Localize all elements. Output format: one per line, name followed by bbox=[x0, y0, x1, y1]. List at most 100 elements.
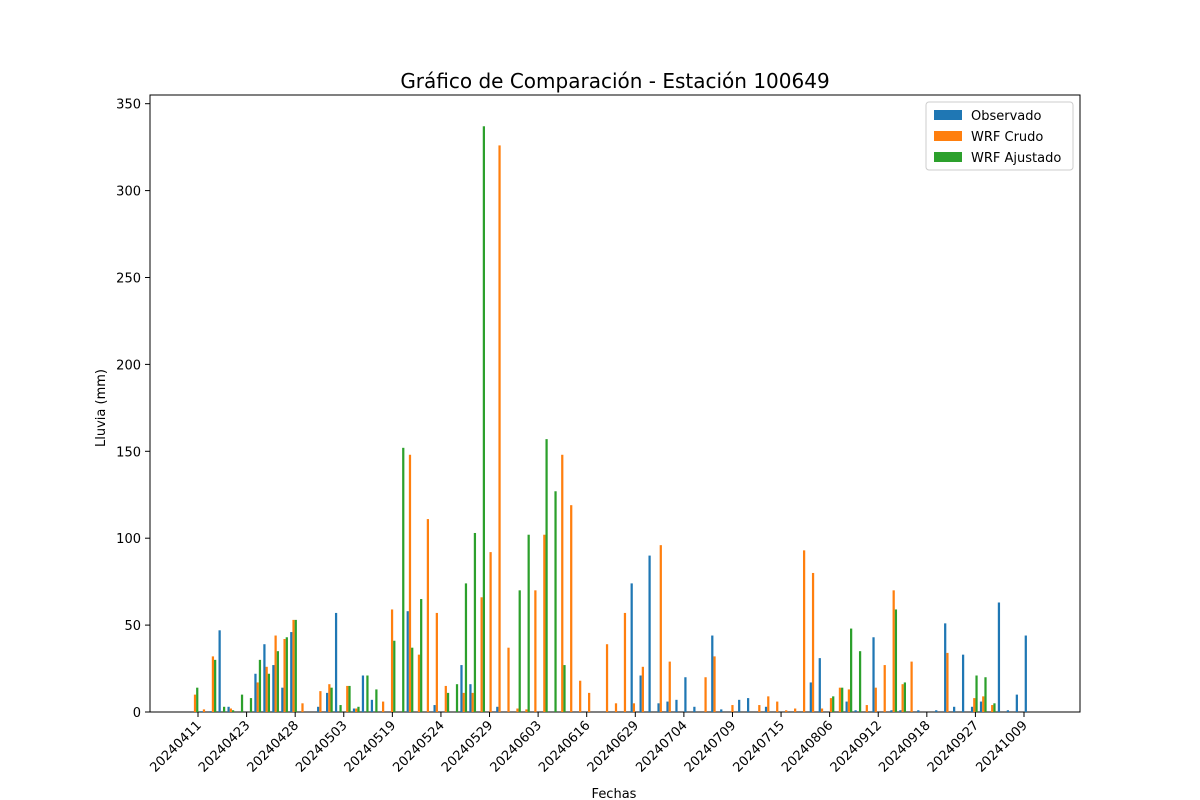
x-tick-label: 20241009 bbox=[973, 718, 1030, 775]
bar-wrf-crudo bbox=[543, 534, 546, 712]
bar-wrf-crudo bbox=[982, 696, 985, 712]
bar-wrf-crudo bbox=[301, 703, 304, 712]
legend-swatch bbox=[934, 152, 962, 162]
x-tick-label: 20240927 bbox=[925, 718, 982, 775]
bar-wrf-crudo bbox=[641, 666, 644, 712]
x-tick-label: 20240529 bbox=[439, 718, 496, 775]
y-tick-label: 100 bbox=[116, 532, 141, 547]
bar-observado bbox=[747, 698, 750, 712]
bar-observado bbox=[648, 555, 651, 712]
bar-wrf-ajustado bbox=[975, 675, 978, 712]
bar-observado bbox=[854, 710, 857, 712]
bar-wrf-crudo bbox=[892, 590, 895, 712]
legend: Observado WRF Crudo WRF Ajustado bbox=[925, 101, 1074, 171]
bar-observado bbox=[406, 611, 409, 712]
bar-wrf-crudo bbox=[534, 590, 537, 712]
x-tick-label: 20240715 bbox=[730, 718, 787, 775]
bar-wrf-ajustado bbox=[402, 447, 405, 712]
bar-wrf-crudo bbox=[193, 694, 197, 712]
bar-wrf-crudo bbox=[292, 619, 295, 712]
bar-wrf-crudo bbox=[847, 689, 851, 712]
bar-wrf-ajustado bbox=[393, 640, 396, 712]
y-tick-label: 0 bbox=[133, 706, 141, 721]
bar-wrf-crudo bbox=[991, 705, 994, 712]
bar-observado bbox=[200, 711, 203, 712]
x-tick-label: 20240524 bbox=[390, 718, 447, 775]
bar-wrf-crudo bbox=[202, 709, 206, 712]
x-tick-label: 20240411 bbox=[147, 718, 204, 775]
bar-wrf-crudo bbox=[480, 597, 483, 712]
bar-wrf-crudo bbox=[516, 708, 519, 712]
bars-group bbox=[193, 126, 1027, 712]
y-tick-label: 50 bbox=[124, 619, 141, 634]
bar-observado bbox=[370, 699, 374, 712]
bar-wrf-ajustado bbox=[850, 628, 853, 712]
legend-box bbox=[925, 101, 1074, 171]
bar-observado bbox=[720, 709, 723, 712]
bar-wrf-crudo bbox=[229, 708, 232, 712]
x-tick-label: 20240423 bbox=[196, 718, 253, 775]
bar-wrf-ajustado bbox=[420, 599, 423, 712]
legend-swatch bbox=[934, 131, 962, 141]
bar-observado bbox=[961, 654, 965, 712]
y-tick-label: 150 bbox=[116, 445, 141, 460]
bar-wrf-crudo bbox=[408, 454, 412, 712]
bar-wrf-crudo bbox=[579, 680, 582, 712]
bar-observado bbox=[666, 701, 669, 712]
bar-wrf-ajustado bbox=[473, 532, 477, 712]
bar-wrf-crudo bbox=[426, 519, 430, 712]
y-ticks-group: 0 50 100 150 200 250 300 350 bbox=[116, 98, 150, 721]
bar-observado bbox=[935, 710, 938, 712]
bar-wrf-crudo bbox=[946, 652, 949, 712]
bar-wrf-ajustado bbox=[375, 689, 378, 712]
bar-wrf-crudo bbox=[588, 692, 591, 712]
bar-observado bbox=[1015, 694, 1018, 712]
bar-observado bbox=[272, 665, 275, 712]
bar-wrf-crudo bbox=[346, 685, 349, 712]
bar-observado bbox=[630, 583, 633, 712]
bar-wrf-crudo bbox=[838, 687, 842, 712]
bar-wrf-crudo bbox=[390, 609, 394, 712]
bar-observado bbox=[693, 706, 696, 712]
bar-observado bbox=[845, 701, 848, 712]
bar-observado bbox=[317, 706, 320, 712]
bar-observado bbox=[684, 677, 687, 712]
bar-wrf-ajustado bbox=[446, 692, 450, 712]
bar-wrf-crudo bbox=[507, 647, 510, 712]
bar-wrf-crudo bbox=[785, 710, 788, 712]
bar-observado bbox=[872, 637, 875, 712]
bar-observado bbox=[818, 658, 821, 712]
x-tick-label: 20240704 bbox=[633, 718, 690, 775]
bar-wrf-crudo bbox=[794, 708, 797, 712]
bar-wrf-crudo bbox=[704, 677, 707, 712]
bar-wrf-crudo bbox=[381, 701, 385, 712]
bar-wrf-ajustado bbox=[554, 491, 557, 712]
x-tick-label: 20240503 bbox=[293, 718, 350, 775]
bar-wrf-crudo bbox=[713, 656, 716, 712]
bar-wrf-ajustado bbox=[482, 126, 485, 712]
legend-entry: WRF Crudo bbox=[971, 130, 1043, 145]
bar-wrf-ajustado bbox=[196, 687, 199, 712]
x-tick-label: 20240806 bbox=[779, 718, 836, 775]
bar-wrf-ajustado bbox=[357, 706, 360, 712]
bar-wrf-crudo bbox=[605, 644, 609, 712]
bar-observado bbox=[639, 675, 642, 712]
bar-wrf-crudo bbox=[811, 572, 815, 712]
bar-observado bbox=[290, 632, 293, 712]
bar-wrf-crudo bbox=[256, 682, 259, 712]
bar-observado bbox=[979, 701, 983, 712]
bar-observado bbox=[657, 703, 660, 712]
bar-wrf-ajustado bbox=[545, 439, 548, 712]
bar-wrf-crudo bbox=[561, 454, 564, 712]
bar-wrf-ajustado bbox=[231, 710, 235, 712]
bar-wrf-ajustado bbox=[984, 677, 987, 712]
bar-wrf-crudo bbox=[731, 705, 734, 712]
bar-wrf-ajustado bbox=[411, 647, 414, 712]
bar-wrf-crudo bbox=[471, 692, 474, 712]
x-axis-label: Fechas bbox=[592, 787, 637, 800]
bar-wrf-crudo bbox=[668, 661, 671, 712]
bar-wrf-ajustado bbox=[330, 687, 333, 712]
bar-wrf-ajustado bbox=[993, 703, 996, 712]
bar-wrf-ajustado bbox=[222, 706, 226, 712]
bar-wrf-ajustado bbox=[464, 583, 468, 712]
